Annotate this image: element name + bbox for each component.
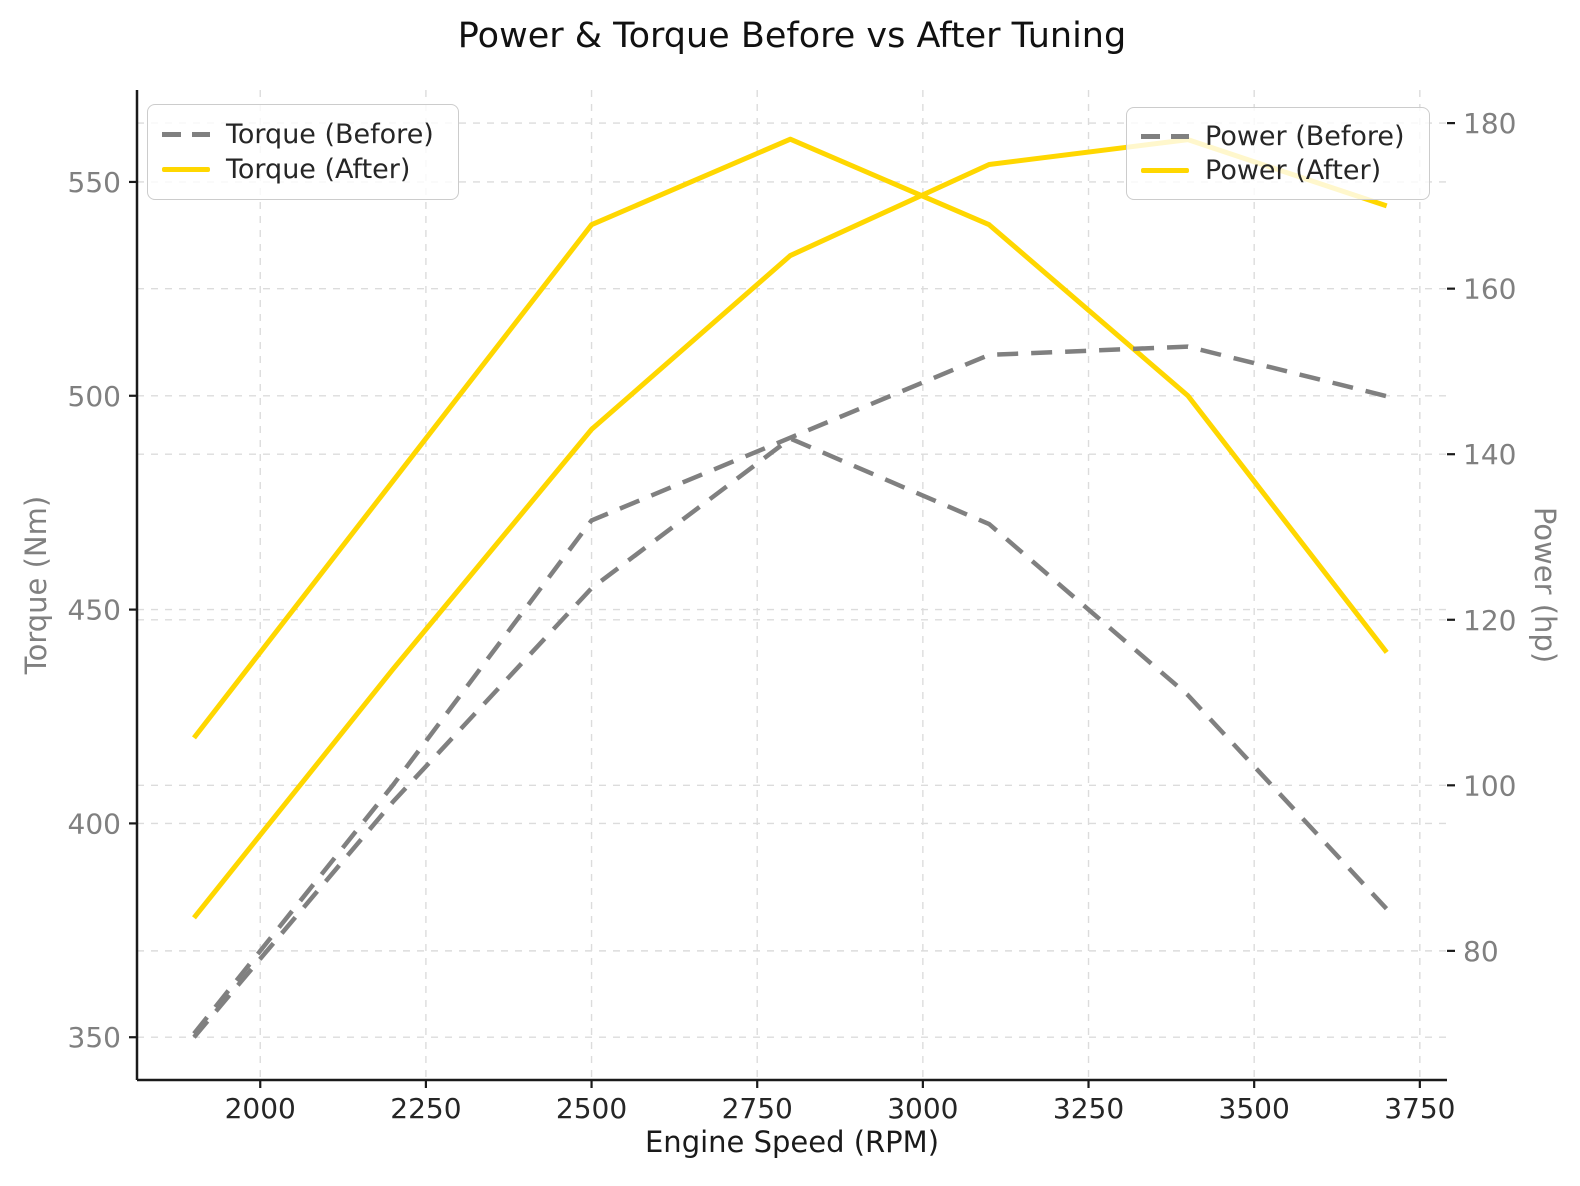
series-line-power-after (192, 137, 1388, 920)
legend-item-torque-before: Torque (Before) (162, 119, 440, 150)
left-y-tick-label: 450 (68, 594, 121, 627)
legend-label: Power (Before) (1205, 121, 1405, 153)
series-line-torque-after (192, 136, 1389, 740)
legend-power: Power (Before) Power (After) (1126, 107, 1430, 200)
x-tick-label: 3500 (1219, 1092, 1290, 1125)
x-tick-label: 3750 (1384, 1092, 1455, 1125)
solid-yellow-line-swatch (162, 167, 210, 172)
legend-item-power-after: Power (After) (1141, 155, 1411, 186)
x-tick-label: 3000 (887, 1092, 958, 1125)
right-y-axis-label: Power (hp) (1528, 506, 1562, 664)
x-axis-label: Engine Speed (RPM) (644, 1125, 940, 1159)
x-tick-label: 2500 (556, 1092, 627, 1125)
right-y-tick-label: 80 (1463, 935, 1499, 968)
left-y-axis-label: Torque (Nm) (19, 495, 53, 675)
legend-item-power-before: Power (Before) (1141, 121, 1411, 152)
series-line-power-before (192, 344, 1388, 1036)
legend-label: Torque (After) (226, 154, 411, 185)
right-y-tick-label: 140 (1463, 438, 1516, 471)
x-tick-label: 2000 (225, 1092, 296, 1125)
series-line-torque-before (192, 436, 1389, 1039)
right-y-tick-label: 180 (1463, 107, 1516, 140)
dashed-gray-line-swatch (1141, 134, 1189, 140)
solid-yellow-line-swatch (1141, 167, 1189, 173)
dashed-gray-line-swatch (162, 132, 210, 137)
x-tick-label: 3250 (1053, 1092, 1124, 1125)
legend-label: Power (After) (1205, 154, 1382, 186)
legend-torque: Torque (Before) Torque (After) (147, 104, 459, 200)
legend-label: Torque (Before) (226, 119, 434, 150)
left-y-tick-label: 550 (68, 166, 121, 199)
right-y-tick-label: 100 (1463, 769, 1516, 802)
x-tick-label: 2250 (390, 1092, 461, 1125)
right-y-tick-label: 120 (1463, 604, 1516, 637)
legend-item-torque-after: Torque (After) (162, 154, 440, 185)
right-y-tick-label: 160 (1463, 273, 1516, 306)
left-y-tick-label: 500 (68, 380, 121, 413)
chart-title: Power & Torque Before vs After Tuning (457, 16, 1127, 56)
x-tick-label: 2750 (722, 1092, 793, 1125)
left-y-tick-label: 400 (68, 807, 121, 840)
left-y-tick-label: 350 (68, 1021, 121, 1054)
